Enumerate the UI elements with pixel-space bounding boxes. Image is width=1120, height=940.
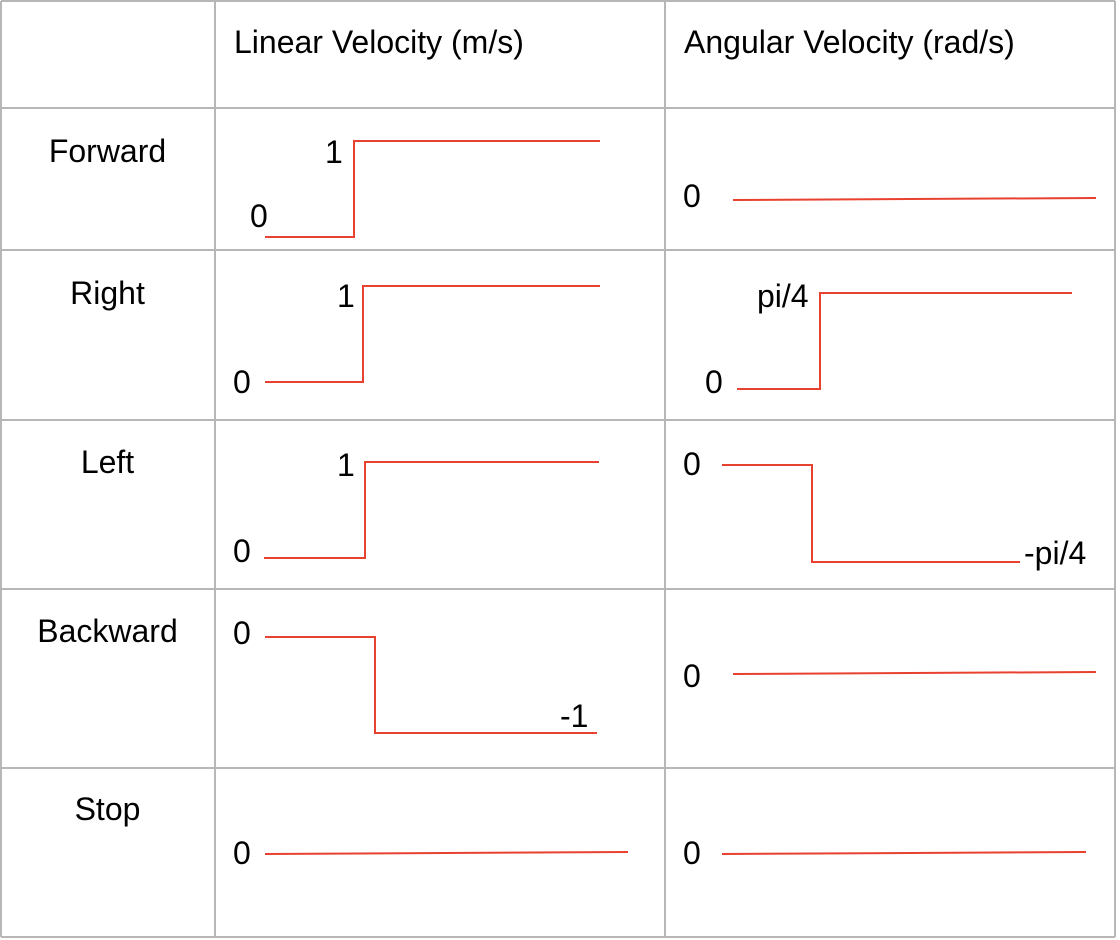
- stop-angular-value-label: 0: [683, 835, 701, 871]
- forward-linear-signal: [265, 140, 600, 238]
- forward-angular-value-label: 0: [683, 178, 701, 214]
- right-linear-low-label: 0: [233, 364, 251, 400]
- left-linear-signal: [264, 461, 599, 559]
- right-angular-low-label: 0: [705, 364, 723, 400]
- row-label-left: Left: [80, 444, 135, 480]
- right-linear-signal: [265, 285, 600, 383]
- row-label-stop: Stop: [74, 791, 141, 827]
- backward-linear-start-label: 0: [233, 615, 251, 651]
- left-angular-signal: [722, 464, 1020, 563]
- row-label-right: Right: [70, 275, 145, 311]
- forward-angular-signal: [732, 197, 1097, 201]
- backward-angular-value-label: 0: [683, 658, 701, 694]
- right-angular-high-label: pi/4: [757, 278, 809, 314]
- header-angular-velocity: Angular Velocity (rad/s): [684, 24, 1015, 60]
- right-angular-signal: [737, 292, 1072, 390]
- left-linear-high-label: 1: [337, 447, 355, 483]
- stop-angular-signal: [721, 851, 1087, 855]
- left-angular-end-label: -pi/4: [1024, 535, 1086, 571]
- left-angular-start-label: 0: [683, 446, 701, 482]
- right-linear-high-label: 1: [337, 278, 355, 314]
- row-label-backward: Backward: [37, 613, 178, 649]
- stop-linear-signal: [264, 851, 629, 855]
- backward-linear-signal: [265, 636, 597, 734]
- forward-linear-low-label: 0: [250, 198, 268, 234]
- forward-linear-high-label: 1: [325, 134, 343, 170]
- backward-angular-signal: [732, 671, 1097, 675]
- row-label-forward: Forward: [48, 133, 167, 169]
- stop-linear-value-label: 0: [233, 835, 251, 871]
- header-linear-velocity: Linear Velocity (m/s): [234, 24, 524, 60]
- left-linear-low-label: 0: [233, 533, 251, 569]
- backward-linear-end-label: -1: [560, 698, 588, 734]
